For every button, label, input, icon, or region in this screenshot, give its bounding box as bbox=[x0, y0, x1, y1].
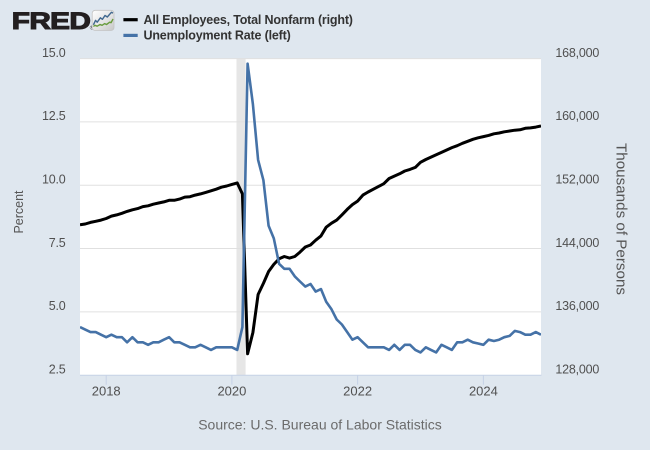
svg-text:Percent: Percent bbox=[12, 190, 26, 234]
svg-text:2020: 2020 bbox=[217, 384, 246, 399]
svg-text:FRED: FRED bbox=[12, 8, 91, 34]
svg-text:128,000: 128,000 bbox=[555, 363, 599, 377]
svg-text:160,000: 160,000 bbox=[555, 109, 599, 123]
svg-text:2022: 2022 bbox=[343, 384, 372, 399]
svg-text:15.0: 15.0 bbox=[42, 46, 66, 60]
svg-text:2.5: 2.5 bbox=[49, 363, 66, 377]
svg-text:136,000: 136,000 bbox=[555, 299, 599, 313]
svg-text:Thousands of Persons: Thousands of Persons bbox=[613, 143, 630, 295]
svg-text:5.0: 5.0 bbox=[49, 299, 66, 313]
svg-text:2024: 2024 bbox=[469, 384, 498, 399]
svg-text:Source: U.S. Bureau of Labor S: Source: U.S. Bureau of Labor Statistics bbox=[198, 417, 442, 433]
svg-text:12.5: 12.5 bbox=[42, 109, 66, 123]
svg-text:152,000: 152,000 bbox=[555, 173, 599, 187]
svg-text:7.5: 7.5 bbox=[49, 236, 66, 250]
svg-text:144,000: 144,000 bbox=[555, 236, 599, 250]
svg-text:Unemployment Rate (left): Unemployment Rate (left) bbox=[144, 28, 291, 42]
svg-text:10.0: 10.0 bbox=[42, 173, 66, 187]
svg-text:2018: 2018 bbox=[92, 384, 121, 399]
svg-text:168,000: 168,000 bbox=[555, 46, 599, 60]
svg-text:All Employees, Total Nonfarm (: All Employees, Total Nonfarm (right) bbox=[144, 13, 353, 27]
